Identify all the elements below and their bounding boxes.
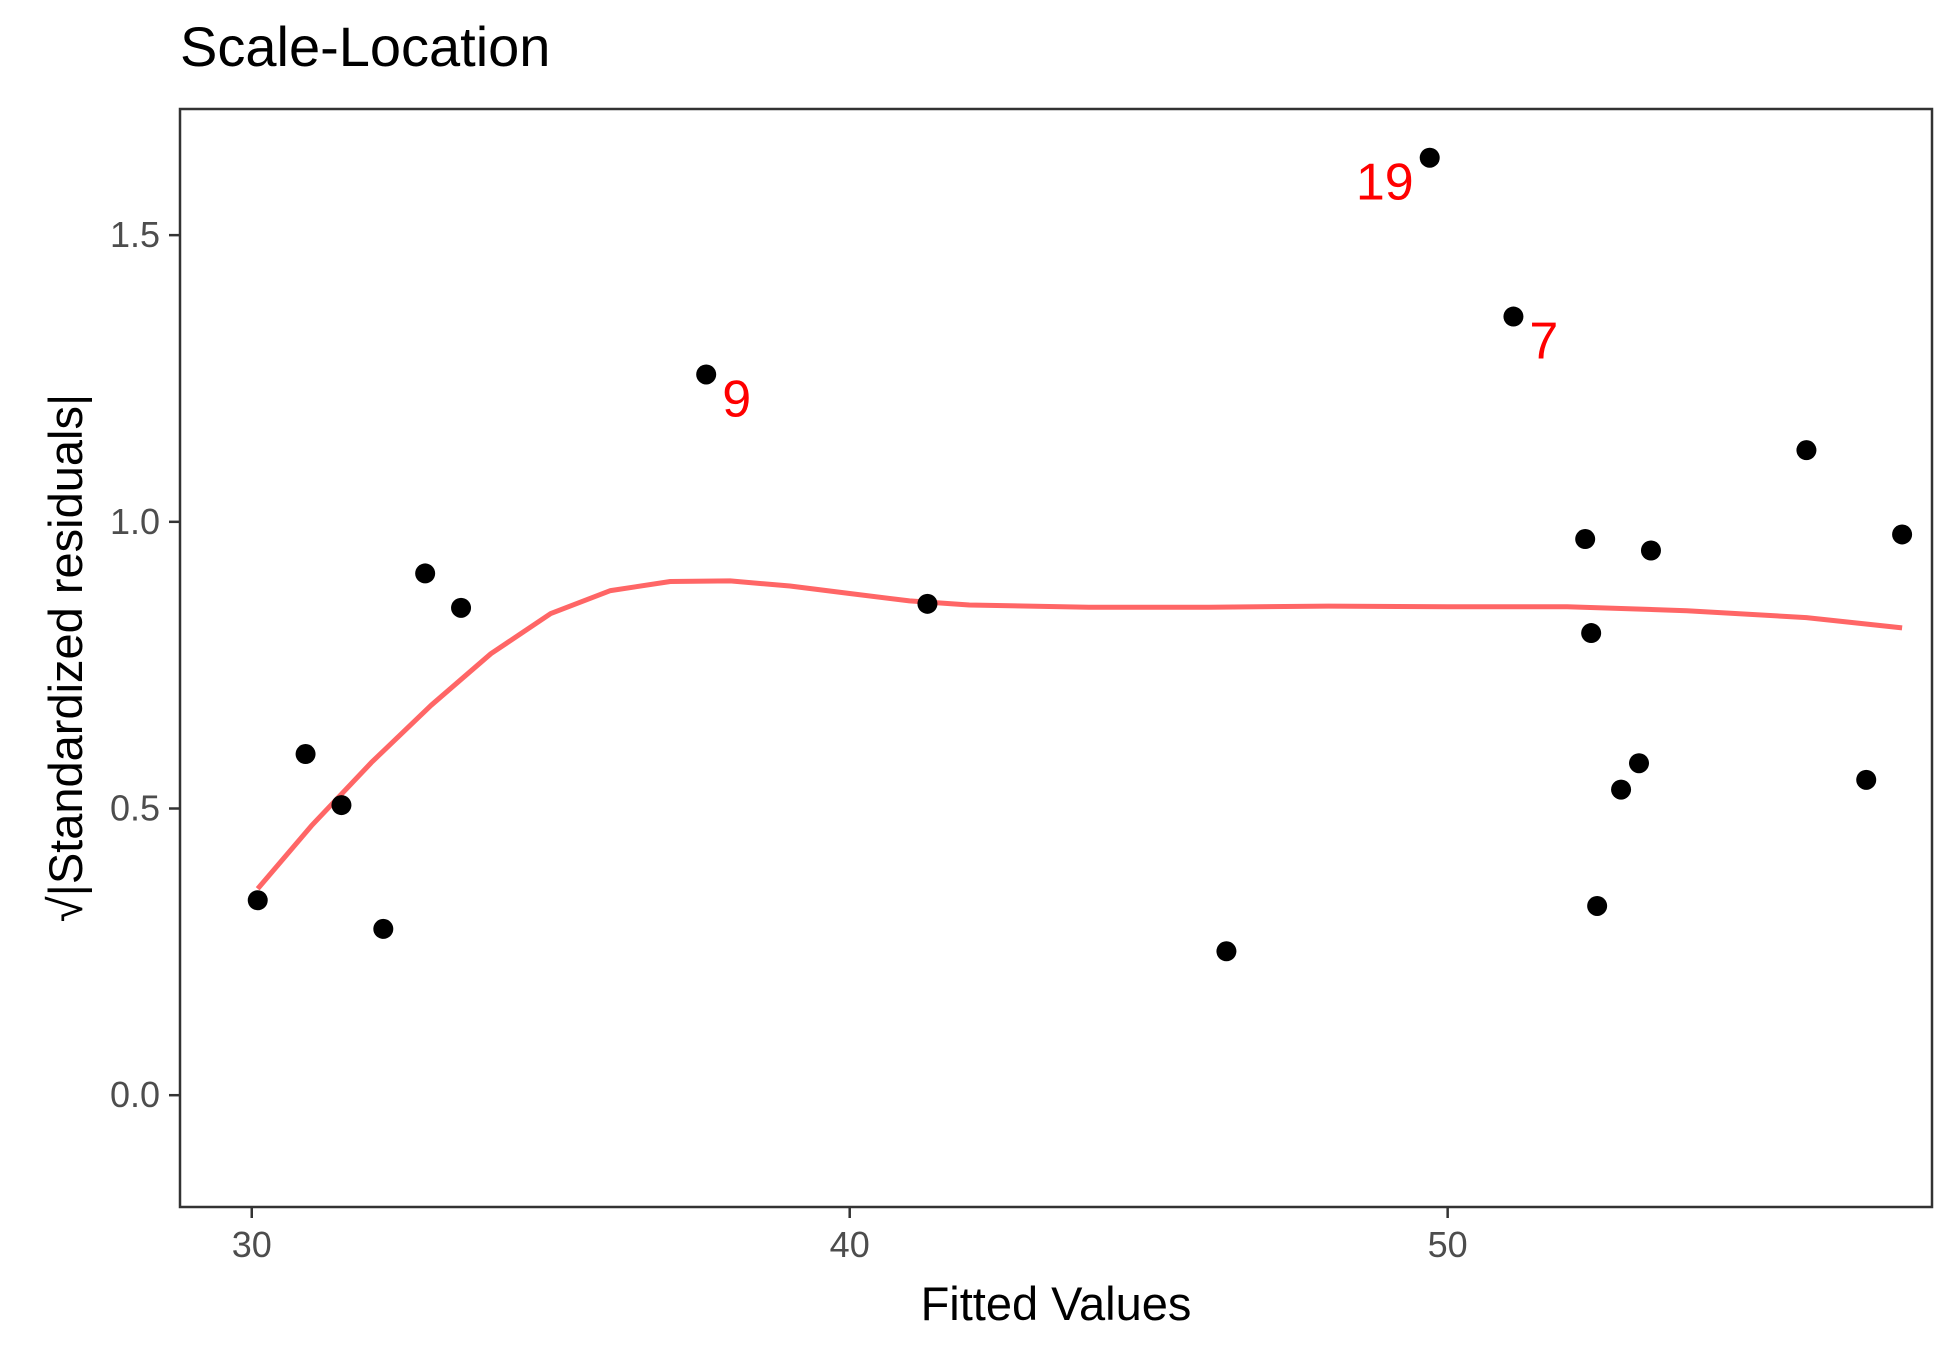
x-axis-title: Fitted Values (921, 1277, 1192, 1330)
x-axis: 30 40 50 (232, 1207, 1468, 1265)
data-point (1796, 440, 1817, 461)
point-labels-layer: 9 19 7 (722, 154, 1558, 429)
y-axis-title: √|Standardized residuals| (39, 394, 92, 922)
data-point (1581, 623, 1602, 644)
data-point (295, 744, 316, 765)
data-point (1587, 895, 1608, 916)
chart-title: Scale-Location (180, 15, 550, 78)
data-point (917, 593, 938, 614)
x-tick-label: 50 (1428, 1224, 1468, 1265)
x-tick-label: 40 (830, 1224, 870, 1265)
data-point (331, 795, 352, 816)
y-tick-label: 0.5 (110, 788, 160, 829)
outlier-label: 9 (722, 370, 751, 428)
y-tick-label: 0.0 (110, 1074, 160, 1115)
data-point (451, 597, 472, 618)
outlier-label: 19 (1356, 154, 1414, 212)
outlier-label: 7 (1529, 313, 1558, 371)
data-point (1503, 306, 1524, 327)
data-point (415, 563, 436, 584)
y-tick-label: 1.5 (110, 214, 160, 255)
data-point (247, 890, 268, 911)
data-point (1892, 524, 1913, 545)
y-tick-label: 1.0 (110, 501, 160, 542)
smooth-layer (255, 578, 1903, 891)
y-axis: 0.0 0.5 1.0 1.5 (110, 214, 180, 1115)
points-layer (247, 147, 1913, 962)
data-point (1575, 529, 1596, 550)
x-tick-label: 30 (232, 1224, 272, 1265)
data-point (1419, 147, 1440, 168)
data-point (1216, 941, 1237, 962)
data-point (373, 918, 394, 939)
data-point (1856, 769, 1877, 790)
smooth-trend-line (255, 578, 1903, 891)
data-point (1629, 753, 1650, 774)
data-point (1640, 540, 1661, 561)
data-point (1611, 779, 1632, 800)
data-point (696, 364, 717, 385)
plot-panel (178, 107, 1934, 1209)
